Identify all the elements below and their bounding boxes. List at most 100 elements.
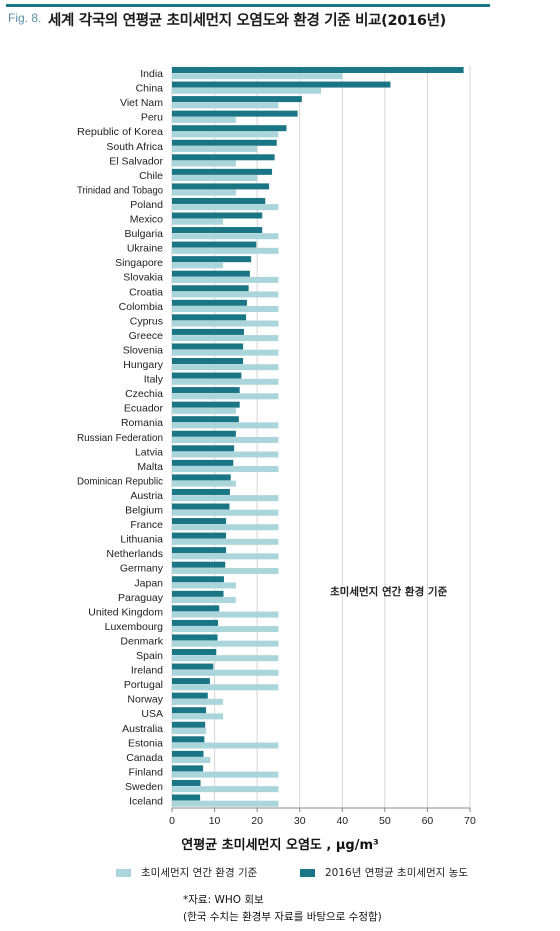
category-label: Luxembourg — [105, 621, 164, 633]
category-label: Cyprus — [130, 315, 163, 327]
x-tick-label: 60 — [422, 815, 434, 827]
category-label: Austria — [130, 490, 163, 502]
bar-concentration — [172, 299, 247, 306]
bar-concentration — [172, 765, 204, 772]
category-label: Latvia — [135, 446, 163, 458]
x-tick-label: 30 — [294, 815, 306, 827]
category-label: South Africa — [106, 141, 163, 153]
category-label: Peru — [141, 112, 163, 124]
bar-standard — [172, 611, 279, 618]
category-label: Greece — [129, 330, 164, 342]
bar-concentration — [172, 154, 275, 161]
bar-standard — [172, 786, 279, 793]
category-label: France — [130, 519, 163, 531]
bar-concentration — [172, 532, 227, 539]
bar-standard — [172, 422, 279, 429]
category-label: Paraguay — [118, 592, 164, 604]
bar-concentration — [172, 270, 250, 277]
bar-concentration — [172, 503, 230, 510]
bar-standard — [172, 451, 279, 458]
bar-standard — [172, 655, 279, 662]
bar-concentration — [172, 663, 214, 670]
bar-standard — [172, 175, 258, 182]
bar-standard — [172, 247, 279, 254]
bar-standard — [172, 626, 279, 633]
x-tick-label: 0 — [169, 815, 175, 827]
bar-standard — [172, 538, 279, 545]
x-axis-label: 연평균 초미세먼지 오염도 , μg/m³ — [181, 838, 379, 853]
bar-concentration — [172, 474, 231, 481]
bar-concentration — [172, 183, 270, 190]
bar-standard — [172, 364, 279, 371]
category-label: Japan — [134, 577, 163, 589]
bar-concentration — [172, 445, 235, 452]
bar-standard — [172, 727, 207, 734]
bar-standard — [172, 145, 258, 152]
bar-concentration — [172, 619, 218, 626]
bar-standard — [172, 378, 279, 385]
bar-concentration — [172, 590, 224, 597]
category-label: Germany — [120, 563, 164, 575]
x-tick-label: 40 — [336, 815, 348, 827]
bar-standard — [172, 291, 279, 298]
bar-concentration — [172, 241, 257, 248]
bar-standard — [172, 349, 279, 356]
bar-standard — [172, 436, 279, 443]
source-line-1: *자료: WHO 회보 — [183, 894, 264, 906]
category-label: Iceland — [129, 796, 163, 808]
bar-standard — [172, 160, 236, 167]
legend-item-standard: 초미세먼지 연간 환경 기준 — [116, 865, 257, 880]
bar-standard — [172, 102, 279, 109]
bar-standard — [172, 320, 279, 327]
category-label: Slovenia — [123, 344, 163, 356]
bar-standard — [172, 771, 279, 778]
category-label: Singapore — [115, 257, 163, 269]
category-label: Malta — [137, 461, 163, 473]
bar-concentration — [172, 96, 302, 103]
x-tick-label: 50 — [379, 815, 391, 827]
category-label: United Kingdom — [88, 606, 163, 618]
bar-concentration — [172, 430, 236, 437]
bar-concentration — [172, 372, 242, 379]
bar-standard — [172, 335, 279, 342]
category-label: Czechia — [125, 388, 163, 400]
bar-standard — [172, 233, 279, 240]
bar-concentration — [172, 736, 205, 743]
bar-concentration — [172, 518, 227, 525]
legend-label-concentration: 2016년 연평균 초미세먼지 농도 — [325, 867, 468, 879]
category-label: Croatia — [129, 286, 163, 298]
category-label: Portugal — [124, 679, 163, 691]
bar-standard — [172, 131, 279, 138]
legend-item-concentration: 2016년 연평균 초미세먼지 농도 — [300, 865, 468, 880]
bar-standard — [172, 582, 236, 589]
bar-concentration — [172, 401, 240, 408]
bar-concentration — [172, 634, 218, 641]
category-label: Norway — [127, 694, 163, 706]
bar-standard — [172, 189, 236, 196]
category-label: Belgium — [125, 505, 163, 517]
bar-concentration — [172, 678, 210, 685]
category-label: Viet Nam — [120, 97, 163, 109]
category-label: Trinidad and Tobago — [77, 184, 163, 196]
source-note: *자료: WHO 회보 (한국 수치는 환경부 자료를 바탕으로 수정함) — [183, 892, 382, 926]
bar-concentration — [172, 358, 244, 364]
bar-concentration — [172, 459, 234, 466]
category-label: Ecuador — [124, 403, 164, 415]
category-label: Poland — [130, 199, 163, 211]
category-label: El Salvador — [109, 155, 163, 167]
category-label: Finland — [129, 766, 164, 778]
category-label: Dominican Republic — [77, 475, 163, 487]
category-label: Russian Federation — [77, 432, 163, 444]
bar-concentration — [172, 197, 266, 204]
category-label: Romania — [121, 417, 163, 429]
bar-standard — [172, 276, 279, 283]
bar-concentration — [172, 139, 277, 146]
bar-standard — [172, 393, 279, 400]
bar-standard — [172, 684, 279, 691]
category-label: Ireland — [131, 665, 163, 677]
bar-concentration — [172, 649, 217, 655]
bar-standard — [172, 567, 279, 574]
category-label: Colombia — [119, 301, 164, 313]
legend-swatch-concentration — [300, 868, 315, 877]
bar-concentration — [172, 67, 464, 73]
